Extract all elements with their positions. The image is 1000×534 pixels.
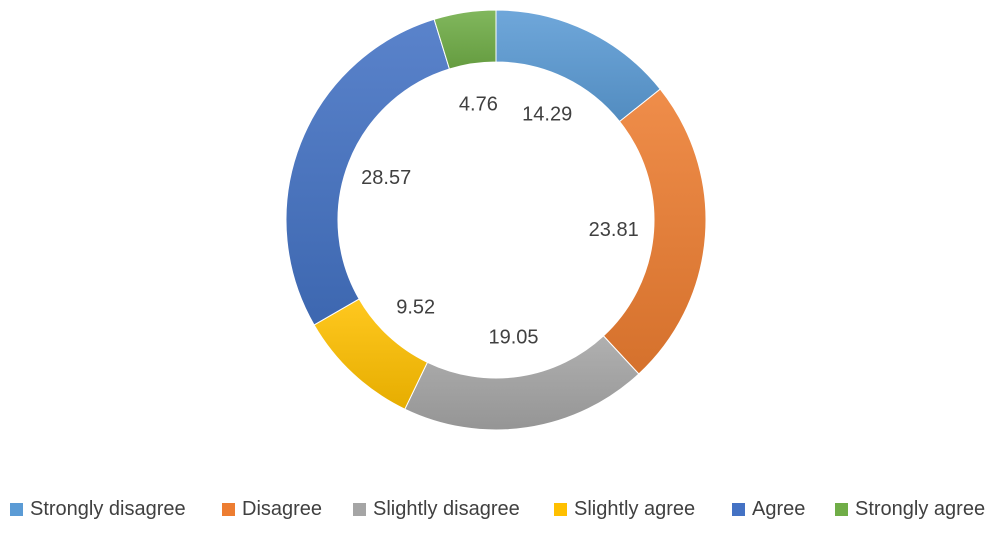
legend-item-strongly-disagree: Strongly disagree <box>10 498 186 521</box>
legend-swatch <box>222 503 235 516</box>
data-label-disagree: 23.81 <box>589 219 639 241</box>
data-label-strongly-disagree: 14.29 <box>522 104 572 126</box>
data-label-agree: 28.57 <box>361 167 411 189</box>
legend-swatch <box>554 503 567 516</box>
slice-strongly-disagree <box>495 9 661 123</box>
legend-swatch <box>10 503 23 516</box>
chart-slices <box>285 9 707 431</box>
chart-legend: Strongly disagree Disagree Slightly disa… <box>0 498 1000 530</box>
legend-label: Disagree <box>242 498 323 520</box>
chart-data-labels: 14.29 23.81 19.05 9.52 28.57 4.76 <box>361 93 639 348</box>
legend-item-slightly-disagree: Slightly disagree <box>353 498 520 521</box>
slice-slightly-disagree <box>404 335 640 431</box>
legend-label: Slightly agree <box>574 498 696 520</box>
legend-label: Strongly agree <box>855 498 986 520</box>
legend-item-slightly-agree: Slightly agree <box>554 498 695 521</box>
legend-item-disagree: Disagree <box>222 498 322 521</box>
data-label-strongly-agree: 4.76 <box>459 93 498 115</box>
data-label-slightly-agree: 9.52 <box>396 297 435 319</box>
data-label-slightly-disagree: 19.05 <box>488 327 538 349</box>
legend-item-agree: Agree <box>732 498 805 521</box>
legend-item-strongly-agree: Strongly agree <box>835 498 985 521</box>
legend-swatch <box>353 503 366 516</box>
legend-label: Strongly disagree <box>30 498 186 520</box>
legend-swatch <box>835 503 848 516</box>
legend-label: Agree <box>752 498 806 520</box>
legend-swatch <box>732 503 745 516</box>
legend-label: Slightly disagree <box>373 498 520 520</box>
slice-strongly-agree <box>433 9 497 70</box>
